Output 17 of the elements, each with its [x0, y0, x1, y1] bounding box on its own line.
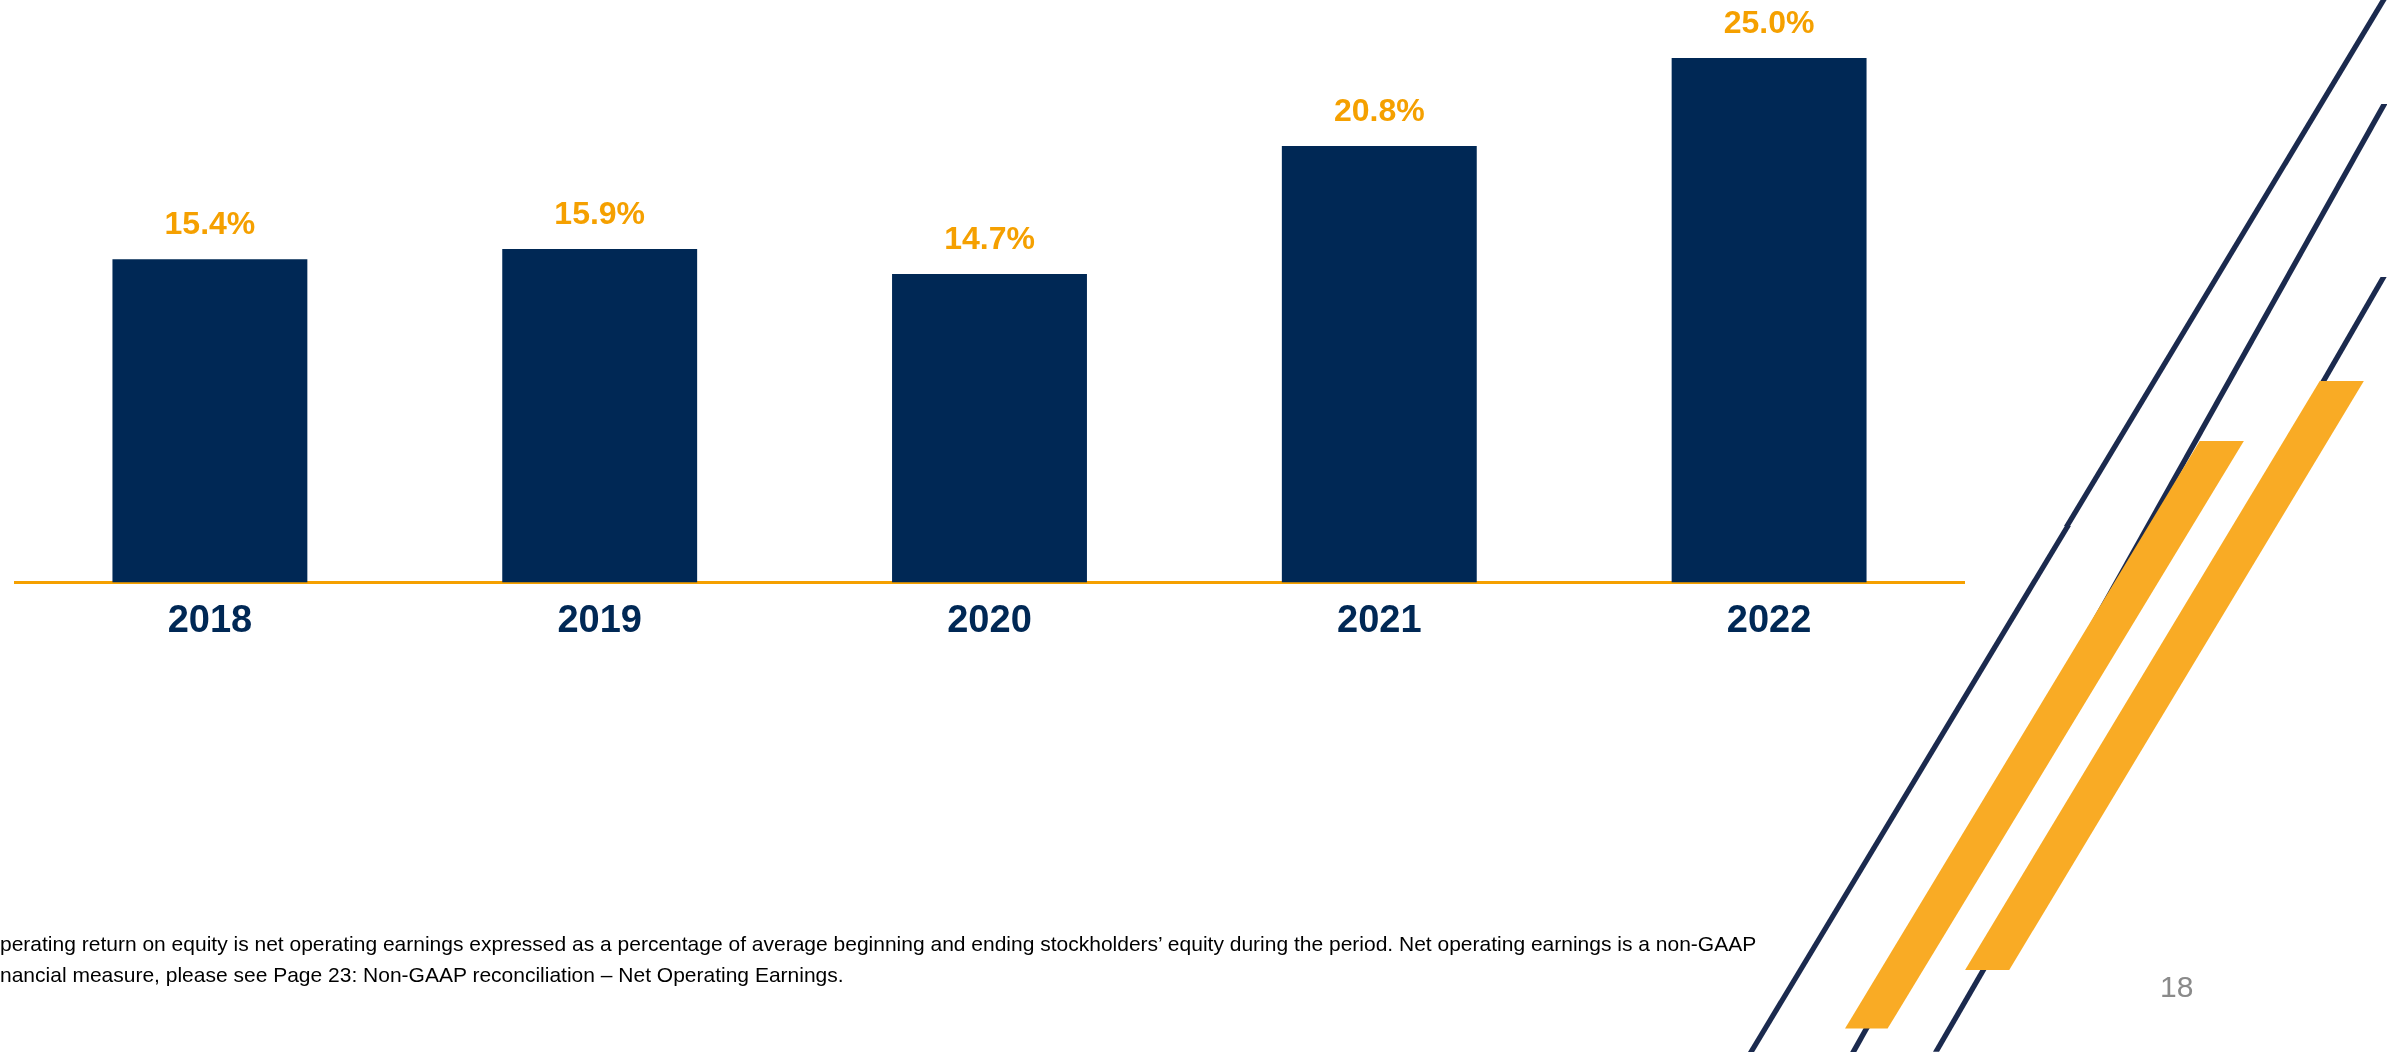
- text: 18: [2160, 970, 2194, 1004]
- data-label: 15.9%: [554, 194, 646, 231]
- bar: [892, 274, 1087, 583]
- x-tick-label: 2018: [167, 597, 253, 640]
- bar: [1281, 146, 1477, 583]
- bar: [112, 259, 308, 583]
- text: perating return on equity is net operating earnings expressed as a percentage of average beginning and ending stockholders’ equity during the period. Net operating earnings is a non-GAAP: [0, 932, 1757, 956]
- data-label: 14.7%: [944, 219, 1035, 256]
- text: nancial measure, please see Page 23: Non-GAAP reconciliation – Net Operating Earnings.: [0, 963, 844, 987]
- x-tick-label: 2021: [1337, 597, 1422, 640]
- bar: [502, 248, 698, 583]
- data-label: 25.0%: [1723, 3, 1815, 40]
- x-tick-label: 2022: [1726, 597, 1812, 640]
- data-label: 20.8%: [1333, 91, 1425, 128]
- data-label: 15.4%: [164, 205, 256, 242]
- x-tick-label: 2020: [947, 597, 1032, 640]
- x-tick-label: 2019: [557, 597, 642, 640]
